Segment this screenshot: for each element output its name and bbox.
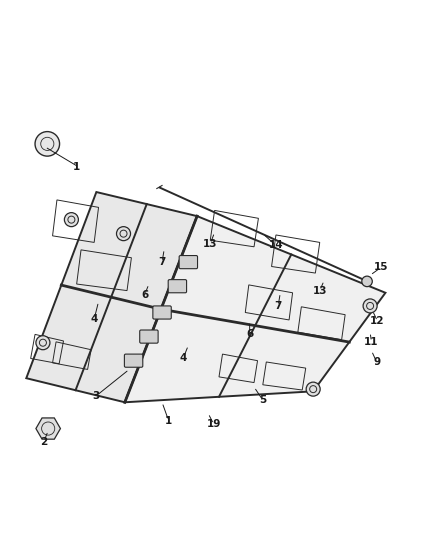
FancyBboxPatch shape [124,354,143,367]
Circle shape [362,276,372,287]
Text: 6: 6 [141,290,148,300]
Text: 6: 6 [246,329,253,340]
Circle shape [64,213,78,227]
Text: 4: 4 [180,353,187,364]
Text: 11: 11 [364,337,379,347]
Circle shape [36,336,50,350]
Text: 19: 19 [207,419,221,429]
Text: 1: 1 [165,416,172,426]
FancyBboxPatch shape [168,280,187,293]
Polygon shape [125,216,385,402]
Text: 7: 7 [159,257,166,267]
Circle shape [35,132,60,156]
Circle shape [306,382,320,396]
Circle shape [363,299,377,313]
Text: 5: 5 [259,395,266,405]
Text: 3: 3 [93,391,100,401]
Text: 13: 13 [312,286,327,296]
Polygon shape [36,418,60,439]
Polygon shape [26,192,197,402]
FancyBboxPatch shape [140,330,158,343]
Circle shape [117,227,131,241]
Text: 2: 2 [40,437,47,447]
FancyBboxPatch shape [179,255,198,269]
Text: 7: 7 [275,301,282,311]
Text: 15: 15 [374,262,389,272]
Text: 12: 12 [370,316,385,326]
Text: 13: 13 [203,239,218,249]
FancyBboxPatch shape [153,306,171,319]
Text: 1: 1 [73,161,80,172]
Text: 9: 9 [373,357,380,367]
Text: 14: 14 [268,240,283,251]
Text: 4: 4 [91,314,98,324]
